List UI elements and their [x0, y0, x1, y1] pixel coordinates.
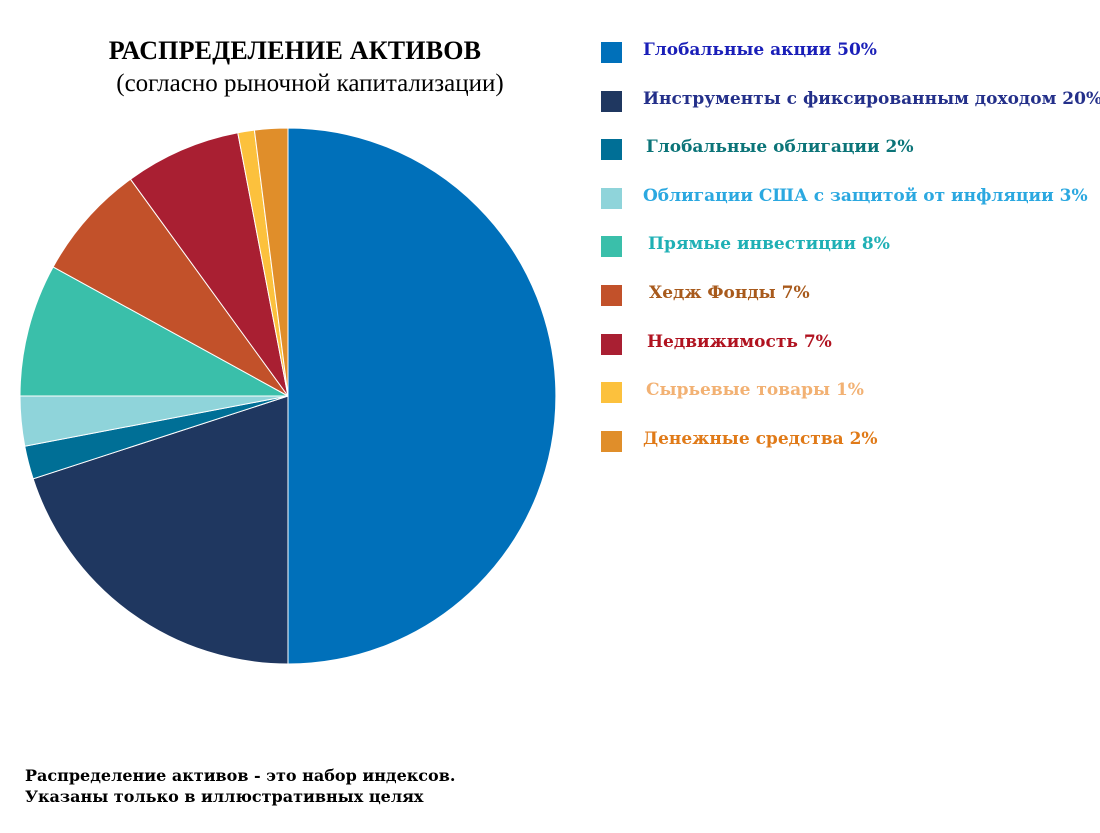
- legend-swatch: [601, 188, 622, 209]
- pie-slice-7: [129, 132, 289, 397]
- legend-swatch: [601, 236, 622, 257]
- chart-subtitle: (согласно рыночной капитализации): [116, 70, 504, 97]
- legend-swatch: [601, 42, 622, 63]
- footnote-line-2: Указаны только в иллюстративных целях: [25, 787, 424, 806]
- pie-slice-9: [253, 127, 289, 397]
- footnote: Распределение активов - это набор индекс…: [25, 765, 455, 807]
- pie-slice-6: [52, 178, 289, 397]
- legend-label: Глобальные акции 50%: [643, 40, 877, 60]
- footnote-line-1: Распределение активов - это набор индекс…: [25, 766, 456, 785]
- legend-label: Прямые инвестиции 8%: [648, 234, 890, 254]
- chart-title: РАСПРЕДЕЛЕНИЕ АКТИВОВ: [108, 36, 482, 65]
- legend-label: Облигации США с защитой от инфляции 3%: [643, 186, 1088, 206]
- legend-swatch: [601, 382, 622, 403]
- legend-label: Инструменты с фиксированным доходом 20%: [643, 89, 1100, 109]
- legend-swatch: [601, 285, 622, 306]
- pie-slice-5: [19, 266, 289, 397]
- legend-label: Глобальные облигации 2%: [646, 137, 914, 157]
- pie-chart: [19, 127, 557, 665]
- legend-label: Хедж Фонды 7%: [649, 283, 810, 303]
- legend-swatch: [601, 431, 622, 452]
- legend-label: Денежные средства 2%: [643, 429, 878, 449]
- legend-label: Недвижимость 7%: [647, 332, 832, 352]
- legend-label: Сырьевые товары 1%: [646, 380, 864, 400]
- legend-swatch: [601, 139, 622, 160]
- pie-slice-1: [287, 127, 557, 665]
- legend-swatch: [601, 334, 622, 355]
- pie-slice-2: [32, 395, 289, 665]
- legend-swatch: [601, 91, 622, 112]
